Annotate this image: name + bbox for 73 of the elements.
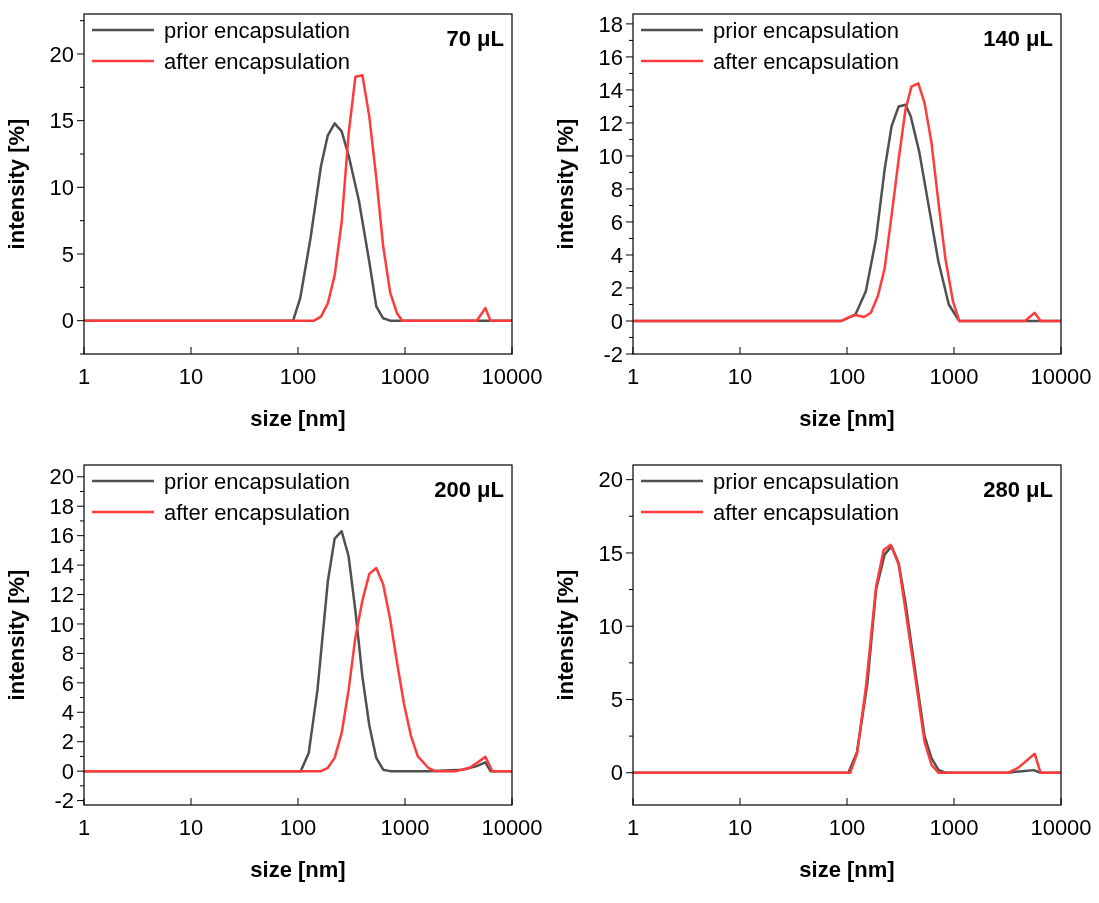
x-tick-label: 10000 (481, 364, 543, 389)
y-tick-label: 16 (49, 523, 74, 549)
x-tick-label: 100 (828, 364, 866, 389)
legend-label: after encapsulation (164, 499, 350, 525)
x-tick-label: 100 (828, 815, 866, 840)
y-tick-label: 4 (61, 699, 74, 725)
x-tick-label: 1000 (380, 364, 430, 389)
y-tick-label: 6 (61, 670, 74, 696)
y-tick-label: -2 (603, 341, 623, 367)
y-tick-label: 20 (49, 464, 74, 490)
y-axis-title: intensity [%] (553, 118, 578, 250)
x-tick-label: 1 (77, 364, 91, 389)
x-axis-title: size [nm] (799, 857, 895, 882)
legend-label: prior encapsulation (713, 17, 899, 43)
annotation: 140 μL (983, 26, 1053, 51)
legend-label: after encapsulation (713, 499, 899, 525)
y-tick-label: 15 (49, 108, 74, 134)
y-axis-title: intensity [%] (553, 569, 578, 701)
y-tick-label: 12 (598, 110, 623, 136)
annotation: 200 μL (434, 477, 504, 502)
x-tick-label: 10 (178, 364, 204, 389)
x-tick-label: 1 (626, 364, 640, 389)
legend-label: prior encapsulation (164, 17, 350, 43)
legend-label: after encapsulation (713, 48, 899, 74)
x-tick-label: 1 (77, 815, 91, 840)
x-axis-title: size [nm] (250, 406, 346, 431)
x-tick-label: 10000 (1030, 815, 1092, 840)
y-tick-label: 4 (610, 242, 623, 268)
x-axis-title: size [nm] (250, 857, 346, 882)
legend-label: after encapsulation (164, 48, 350, 74)
x-tick-label: 10000 (481, 815, 543, 840)
y-tick-label: 10 (49, 611, 74, 637)
x-tick-label: 10 (727, 364, 753, 389)
y-tick-label: 2 (610, 275, 623, 301)
y-tick-label: 0 (610, 308, 623, 334)
y-tick-label: 20 (598, 467, 623, 493)
y-tick-label: 10 (598, 143, 623, 169)
x-axis-title: size [nm] (799, 406, 895, 431)
y-tick-label: 8 (61, 641, 74, 667)
x-tick-label: 100 (279, 815, 317, 840)
x-tick-label: 100 (279, 364, 317, 389)
annotation: 70 μL (446, 26, 504, 51)
y-axis-title: intensity [%] (4, 118, 29, 250)
x-tick-label: 10 (178, 815, 204, 840)
legend-label: prior encapsulation (713, 468, 899, 494)
y-tick-label: 5 (61, 241, 74, 267)
legend-label: prior encapsulation (164, 468, 350, 494)
y-tick-label: 5 (610, 687, 623, 713)
y-tick-label: 10 (49, 175, 74, 201)
y-tick-label: 0 (610, 760, 623, 786)
x-tick-label: 1000 (929, 815, 979, 840)
x-tick-label: 1000 (929, 364, 979, 389)
x-tick-label: 10000 (1030, 364, 1092, 389)
y-tick-label: 20 (49, 41, 74, 67)
y-tick-label: 18 (49, 493, 74, 519)
y-tick-label: 12 (49, 582, 74, 608)
y-axis-title: intensity [%] (4, 569, 29, 701)
y-tick-label: 0 (61, 758, 74, 784)
x-tick-label: 1 (626, 815, 640, 840)
y-tick-label: 10 (598, 613, 623, 639)
annotation: 280 μL (983, 477, 1053, 502)
y-tick-label: 16 (598, 44, 623, 70)
y-tick-label: 14 (49, 552, 74, 578)
y-tick-label: 18 (598, 11, 623, 37)
y-tick-label: 6 (610, 209, 623, 235)
x-tick-label: 1000 (380, 815, 430, 840)
y-tick-label: 0 (61, 308, 74, 334)
y-tick-label: 15 (598, 540, 623, 566)
y-tick-label: 14 (598, 77, 623, 103)
x-tick-label: 10 (727, 815, 753, 840)
y-tick-label: -2 (54, 788, 74, 814)
y-tick-label: 2 (61, 729, 74, 755)
y-tick-label: 8 (610, 176, 623, 202)
